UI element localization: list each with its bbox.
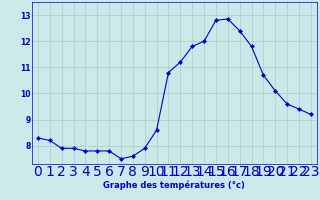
- X-axis label: Graphe des températures (°c): Graphe des températures (°c): [103, 181, 245, 190]
